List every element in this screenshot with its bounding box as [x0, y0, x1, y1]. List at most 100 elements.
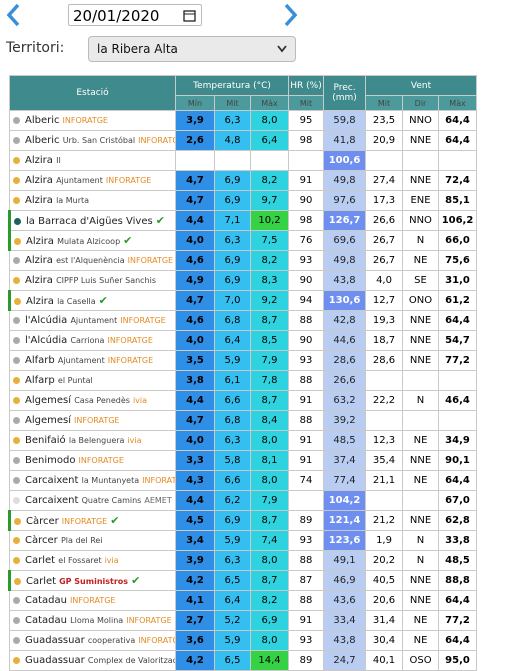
- station-cell: Alberic Urb. San CristóbalINFORATGE: [9, 130, 176, 151]
- status-dot: [14, 577, 21, 585]
- temp-min-cell: 2,6: [175, 130, 215, 151]
- check-icon: ✔: [123, 234, 133, 247]
- wind-dir-cell: [402, 150, 440, 171]
- humidity-cell: 95: [288, 110, 325, 131]
- temp-min-cell: 3,8: [175, 370, 215, 391]
- station-cell: l'Alcúdia Carriona INFORATGE: [9, 330, 176, 351]
- temp-min-cell: 4,4: [175, 390, 215, 411]
- date-input[interactable]: 20/01/2020: [68, 4, 202, 26]
- status-dot: [13, 476, 20, 484]
- temp-max-cell: 8,0: [249, 470, 290, 491]
- humidity-cell: 88: [288, 410, 325, 431]
- temp-max-cell: 8,2: [249, 250, 290, 271]
- wind-max-cell: 64,4: [438, 310, 478, 331]
- station-subname: cooperativa: [87, 636, 136, 645]
- humidity-cell: 74: [288, 470, 325, 491]
- station-tag: INFORATGE: [105, 176, 152, 185]
- station-cell: Alzira CIPFP Luis Suñer Sanchis: [9, 270, 176, 291]
- station-row: Alberic INFORATGE 3,9 6,3 8,0 95 59,8 23,5 NNO 64…: [9, 110, 478, 131]
- station-name: Carlet: [26, 576, 57, 587]
- temp-mit-cell: 5,2: [214, 610, 251, 631]
- temp-max-cell: 9,2: [249, 290, 290, 311]
- temp-max-cell: 8,0: [249, 630, 290, 651]
- station-cell: Benifaió la Belenguera ivia: [9, 430, 176, 451]
- station-subname: Complex de Valorització: [87, 656, 176, 665]
- wind-dir-cell: NNE: [402, 350, 440, 371]
- temp-max-cell: 8,3: [249, 270, 290, 291]
- temp-mit-cell: 6,3: [214, 230, 251, 251]
- wind-mit-cell: 27,4: [365, 170, 404, 191]
- station-name: la Barraca d'Aigües Vives: [26, 216, 153, 227]
- temp-mit-cell: 6,3: [214, 430, 251, 451]
- temp-max-cell: 8,0: [249, 110, 290, 131]
- station-row: Alzira la Murta 4,7 6,9 9,7 90 97,6 17,3 ENE 85,…: [9, 190, 478, 211]
- precip-cell: 77,4: [323, 470, 367, 491]
- station-row: Alzira Ajuntament INFORATGE 4,7 6,9 8,2 91 49,…: [9, 170, 478, 191]
- station-subname: la Belenguera: [68, 436, 125, 445]
- check-icon: ✔: [98, 294, 108, 307]
- humidity-cell: 98: [288, 210, 325, 231]
- humidity-cell: 88: [288, 590, 325, 611]
- wind-mit-cell: [365, 490, 404, 511]
- station-row: Alfarb Ajuntament INFORATGE 3,5 5,9 7,9 93 28,…: [9, 350, 478, 371]
- precip-cell: 123,6: [323, 530, 367, 551]
- wind-dir-cell: N: [402, 550, 440, 571]
- precip-cell: 44,6: [323, 330, 367, 351]
- precip-cell: 39,2: [323, 410, 367, 431]
- station-cell: Alzira est l'Alquenència INFORATGE: [9, 250, 176, 271]
- station-name: Benifaió: [25, 435, 66, 446]
- precip-cell: 48,5: [323, 430, 367, 451]
- wind-mit-cell: 28,6: [365, 350, 404, 371]
- wind-max-cell: 88,8: [438, 570, 478, 591]
- prev-day-button[interactable]: [4, 2, 24, 28]
- wind-max-cell: 54,7: [438, 330, 478, 351]
- precip-cell: 121,4: [323, 510, 367, 531]
- next-day-button[interactable]: [280, 2, 300, 28]
- temp-max-cell: 6,9: [249, 610, 290, 631]
- station-cell: Alfarp el Puntal: [9, 370, 176, 391]
- station-name: Alberic: [25, 135, 60, 146]
- temp-mit-cell: 6,6: [214, 470, 251, 491]
- station-cell: Alberic INFORATGE: [9, 110, 176, 131]
- station-row: Alzira est l'Alquenència INFORATGE 4,6 6,9 8…: [9, 250, 478, 271]
- status-dot: [13, 196, 20, 204]
- status-dot: [13, 596, 20, 604]
- status-dot: [14, 517, 21, 525]
- humidity-cell: 91: [288, 390, 325, 411]
- territory-select[interactable]: la Ribera Alta: [88, 36, 296, 62]
- wind-mit-cell: 22,2: [365, 390, 404, 411]
- status-dot: [13, 276, 20, 284]
- station-cell: Algemesí INFORATGE: [9, 410, 176, 431]
- temp-mit-cell: 6,1: [214, 370, 251, 391]
- humidity-cell: 94: [288, 290, 325, 311]
- wind-dir-cell: NNE: [402, 310, 440, 331]
- precip-cell: 41,8: [323, 130, 367, 151]
- calendar-icon[interactable]: [183, 9, 196, 22]
- station-name: Alzira: [25, 175, 53, 186]
- status-dot: [13, 456, 20, 464]
- temp-min-cell: 3,9: [175, 550, 215, 571]
- station-subname: Ajuntament: [56, 176, 103, 185]
- wind-max-cell: [438, 370, 478, 391]
- wind-mit-cell: 35,4: [365, 450, 404, 471]
- station-tag: INFORATGE: [138, 136, 174, 145]
- station-name: l'Alcúdia: [25, 335, 68, 346]
- station-row: Benifaió la Belenguera ivia 4,0 6,3 8,0 91 48,…: [9, 430, 478, 451]
- station-name: l'Alcúdia: [25, 315, 68, 326]
- wind-max-cell: 72,4: [438, 170, 478, 191]
- temp-max-cell: [249, 150, 290, 171]
- precip-cell: 49,8: [323, 170, 367, 191]
- wind-max-cell: 67,0: [438, 490, 478, 511]
- temp-mit-cell: 6,5: [214, 650, 251, 671]
- temp-max-cell: 8,7: [249, 570, 290, 591]
- station-tag: INFORATGE: [69, 596, 116, 605]
- station-tag: AEMET: [144, 496, 172, 505]
- wind-dir-cell: NE: [402, 470, 440, 491]
- wind-mit-cell: 26,7: [365, 250, 404, 271]
- temp-mit-cell: [214, 150, 251, 171]
- header-cell: Vent: [365, 75, 478, 96]
- temp-min-cell: 4,2: [175, 650, 215, 671]
- precip-cell: 97,6: [323, 190, 367, 211]
- temp-max-cell: 8,2: [249, 170, 290, 191]
